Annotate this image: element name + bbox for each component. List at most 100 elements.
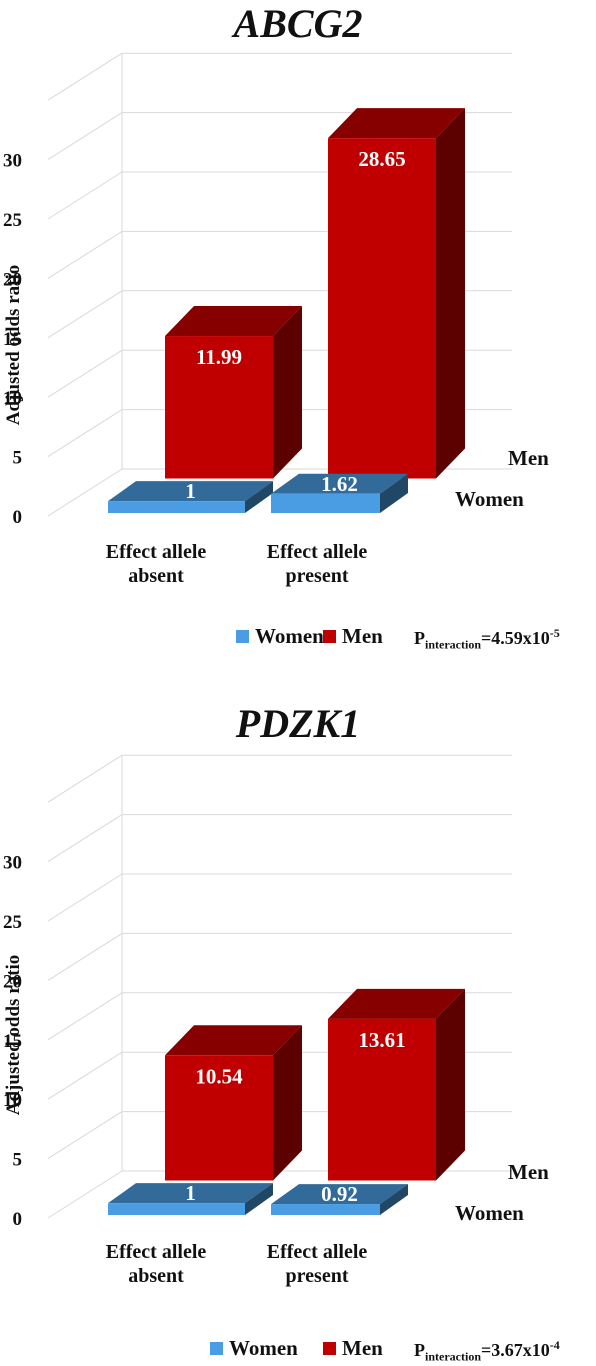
category-line-2: absent — [128, 1265, 184, 1287]
chart-panel-pdzk1: PDZK1 Adjusted odds ratio 0 5 10 15 20 25 30 10… — [0, 700, 596, 1364]
gridline — [47, 1051, 123, 1100]
bar-top-face — [165, 1025, 302, 1056]
data-label-men: 28.65 — [358, 147, 405, 171]
gridline — [47, 754, 123, 803]
category-label-present: Effect allele present — [227, 1240, 407, 1288]
category-line-2: present — [285, 1265, 349, 1287]
legend-swatch-men — [323, 1342, 336, 1355]
bar-women: 1.62 — [271, 472, 408, 513]
gridline — [47, 171, 123, 220]
category-line-1: Effect allele — [105, 1241, 207, 1263]
gridline — [47, 1170, 123, 1219]
bar-men: 10.54 — [165, 1025, 302, 1181]
gridline — [47, 409, 123, 458]
y-tick-label: 15 — [3, 1031, 22, 1052]
bar-front-face — [271, 1204, 380, 1215]
gridline — [47, 349, 123, 398]
data-label-men: 11.99 — [196, 345, 242, 369]
category-line-1: Effect allele — [105, 541, 207, 563]
data-label-women: 0.92 — [321, 1182, 358, 1206]
legend-label-women: Women — [255, 624, 324, 648]
bar-side-face — [436, 108, 465, 479]
legend-label-men: Men — [342, 624, 383, 648]
y-tick-label: 5 — [13, 1150, 23, 1171]
chart-panel-abcg2: ABCG2 Adjusted odds ratio 0 5 10 15 20 25 30 11… — [0, 0, 596, 660]
legend: Women Men Pinteraction=3.67x10-4 — [0, 1336, 596, 1366]
bar-front-face — [165, 336, 273, 479]
series-label-women: Women — [455, 487, 524, 511]
bar-women: 1 — [108, 1181, 273, 1215]
legend-item-women: Women — [236, 624, 324, 649]
legend-item-men: Men — [323, 624, 383, 649]
category-label-present: Effect allele present — [227, 540, 407, 588]
bar-side-face — [273, 1025, 302, 1181]
bar-front-face — [108, 1203, 245, 1215]
bar-men: 28.65 — [328, 108, 465, 479]
gridline — [47, 468, 123, 517]
y-tick-label: 15 — [3, 329, 22, 350]
bar-top-face — [271, 1184, 408, 1205]
legend-swatch-women — [236, 630, 249, 643]
gridline — [47, 814, 123, 863]
data-label-women: 1 — [185, 1181, 196, 1205]
bar-front-face — [328, 138, 436, 479]
legend-item-women: Women — [210, 1336, 298, 1361]
gridline — [47, 112, 123, 161]
plot-area: 0 5 10 15 20 25 30 11.99 28.65 1 1.62 — [3, 52, 512, 528]
legend-swatch-women — [210, 1342, 223, 1355]
data-label-men: 10.54 — [195, 1064, 243, 1088]
gridline — [47, 290, 123, 339]
y-tick-label: 10 — [3, 388, 22, 409]
legend-swatch-men — [323, 630, 336, 643]
bar-women: 0.92 — [271, 1182, 408, 1215]
bar-top-face — [328, 988, 465, 1019]
bar-men: 13.61 — [328, 988, 465, 1181]
y-tick-label: 30 — [3, 151, 22, 172]
bar-front-face — [165, 1055, 273, 1181]
y-tick-label: 10 — [3, 1090, 22, 1111]
data-label-men: 13.61 — [358, 1028, 405, 1052]
p-interaction: Pinteraction=4.59x10-5 — [414, 626, 560, 652]
y-tick-label: 5 — [13, 448, 23, 469]
y-tick-label: 20 — [3, 971, 22, 992]
bar-front-face — [328, 1018, 436, 1181]
data-label-women: 1 — [185, 479, 196, 503]
gridline — [47, 1111, 123, 1160]
category-label-absent: Effect allele absent — [66, 540, 246, 588]
gridline — [47, 873, 123, 922]
bar-side-face — [273, 306, 302, 479]
bar-men: 11.99 — [165, 306, 302, 479]
gridline — [47, 52, 123, 101]
bar-top-face — [271, 473, 408, 494]
bar-top-face — [108, 1183, 273, 1204]
gridline — [47, 230, 123, 279]
category-line-1: Effect allele — [266, 541, 368, 563]
y-tick-label: 30 — [3, 853, 22, 874]
series-label-women: Women — [455, 1201, 524, 1225]
bar-side-face — [245, 1183, 273, 1215]
bar-side-face — [245, 481, 273, 513]
chart-title: PDZK1 — [235, 701, 361, 746]
legend: Women Men Pinteraction=4.59x10-5 — [0, 624, 596, 654]
category-line-2: present — [285, 565, 349, 587]
category-label-absent: Effect allele absent — [66, 1240, 246, 1288]
bar-top-face — [328, 108, 465, 139]
plot-area: 0 5 10 15 20 25 30 10.54 13.61 1 0.92 — [3, 754, 512, 1230]
p-interaction: Pinteraction=3.67x10-4 — [414, 1338, 560, 1364]
gridline — [47, 992, 123, 1041]
gridline — [47, 932, 123, 981]
bar-side-face — [380, 1184, 408, 1215]
legend-label-women: Women — [229, 1336, 298, 1360]
series-label-men: Men — [508, 446, 549, 470]
category-line-2: absent — [128, 565, 184, 587]
legend-item-men: Men — [323, 1336, 383, 1361]
y-tick-label: 25 — [3, 210, 22, 231]
y-tick-label: 20 — [3, 269, 22, 290]
bar-side-face — [380, 473, 408, 513]
category-line-1: Effect allele — [266, 1241, 368, 1263]
series-label-men: Men — [508, 1160, 549, 1184]
y-tick-label: 25 — [3, 912, 22, 933]
bar-women: 1 — [108, 479, 273, 513]
bar-side-face — [436, 988, 465, 1181]
bar-top-face — [165, 306, 302, 337]
